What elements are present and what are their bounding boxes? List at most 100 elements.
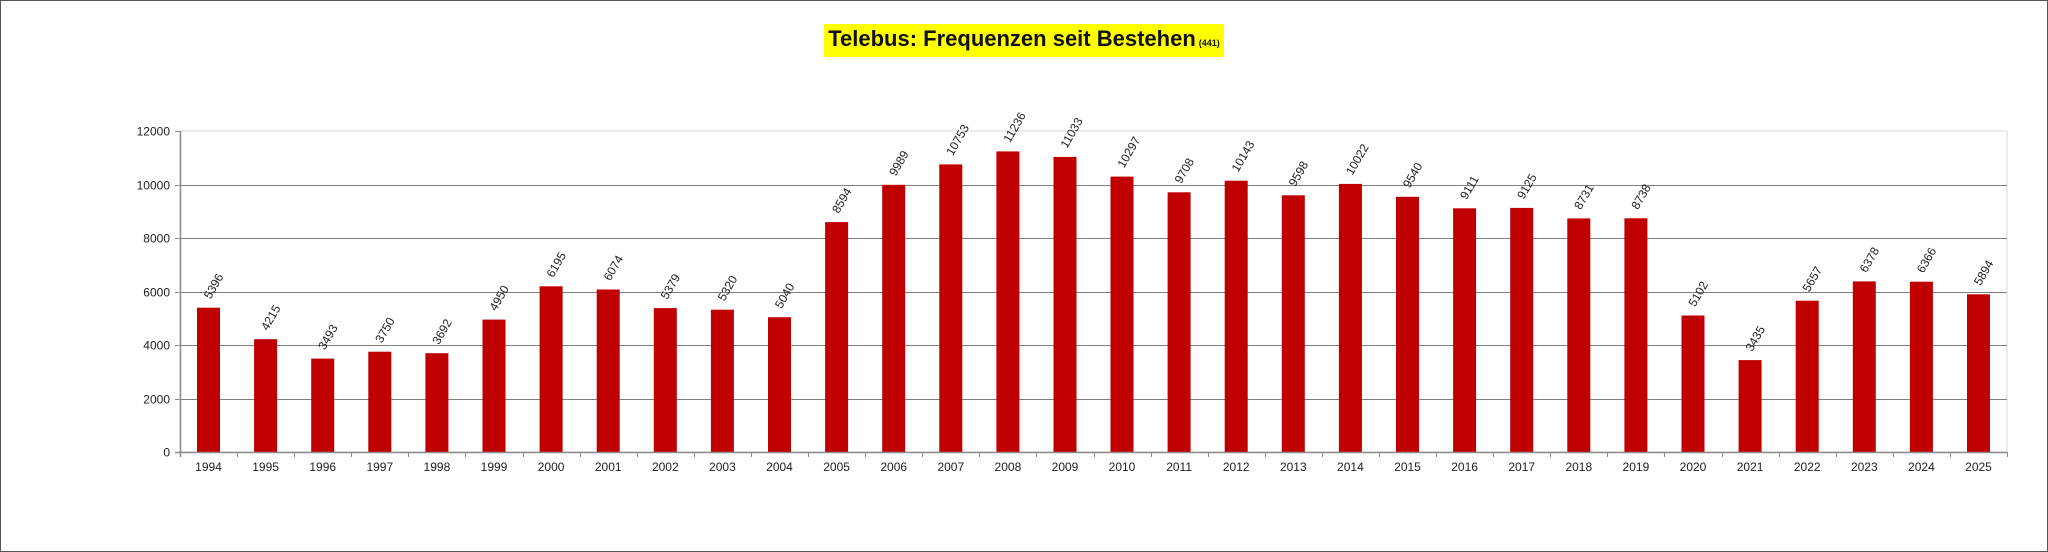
x-tick-label: 1996 [309,460,336,474]
bar-1994 [197,307,220,452]
data-label: 5040 [772,280,798,310]
data-label: 5320 [715,273,741,303]
data-label: 11236 [1000,109,1029,144]
plot-area-border [179,130,2008,453]
data-label: 8594 [829,185,855,215]
bar-2009 [1053,156,1077,452]
x-tick-label: 2008 [995,460,1022,474]
data-label: 5894 [1971,257,1997,287]
x-tick-label: 2013 [1280,460,1307,474]
x-tick-label: 2023 [1851,460,1878,474]
bar-1996 [311,358,335,452]
bar-2005 [825,222,849,452]
data-label: 10753 [943,122,972,158]
data-label: 10297 [1114,134,1143,170]
x-tick-label: 2007 [937,460,964,474]
x-tick-label: 2024 [1908,460,1935,474]
data-label: 4215 [258,302,284,332]
y-tick-label: 6000 [143,286,170,300]
bar-2023 [1852,281,1876,452]
x-tick-label: 2015 [1394,460,1421,474]
bar-2012 [1224,180,1248,452]
bar-2004 [768,317,791,452]
y-tick-label: 8000 [143,232,170,246]
bar-2024 [1909,281,1933,452]
bar-2006 [882,184,906,453]
bar-2008 [996,151,1020,452]
x-tick-label: 2019 [1623,460,1650,474]
x-tick-label: 2002 [652,460,679,474]
x-tick-label: 2021 [1737,460,1764,474]
bar-2019 [1624,218,1648,452]
bar-2002 [653,308,677,452]
x-tick-label: 1995 [252,460,279,474]
chart-title-wrap: Telebus: Frequenzen seit Bestehen (441) [0,24,2048,57]
bar-2007 [939,164,963,452]
data-label: 3750 [372,315,398,345]
data-label: 9989 [886,148,912,178]
bar-2018 [1567,218,1591,452]
data-label: 11033 [1057,115,1086,150]
x-axis-tick-labels: 1994 1995 1996 1997 1998 1999 2000 2001 2002 2003… [195,460,1992,474]
bar-2013 [1281,195,1305,453]
x-tick-label: 2022 [1794,460,1821,474]
bar-2022 [1795,300,1819,452]
bar-2003 [710,309,734,452]
data-label: 10143 [1229,138,1258,174]
y-axis-tick-labels: 0 2000 4000 6000 8000 10000 12000 [137,125,171,460]
x-tick-label: 2025 [1965,460,1992,474]
x-tick-label: 2004 [766,460,793,474]
x-tick-label: 1999 [481,460,508,474]
data-label: 5102 [1685,279,1711,309]
x-tick-label: 2009 [1052,460,1079,474]
data-label: 5657 [1800,264,1826,294]
y-tick-label: 10000 [137,179,171,193]
bar-1997 [368,351,392,452]
bar-1999 [482,319,506,452]
x-tick-label: 2011 [1166,460,1192,474]
gridlines [175,131,2007,453]
chart-title-main: Telebus: Frequenzen seit Bestehen [828,26,1196,51]
x-tick-label: 1994 [195,460,222,474]
data-label: 6195 [544,249,570,279]
x-tick-label: 2014 [1337,460,1364,474]
bar-2025 [1967,294,1990,452]
x-tick-label: 2018 [1565,460,1592,474]
x-tick-label: 2016 [1451,460,1478,474]
bar-2015 [1396,196,1419,452]
bar-series [197,151,1990,453]
data-label: 3435 [1743,323,1769,353]
y-tick-label: 4000 [143,339,170,353]
x-tick-label: 2010 [1109,460,1136,474]
bar-2021 [1738,360,1762,452]
data-label: 4950 [486,283,512,313]
bar-2020 [1681,315,1705,452]
data-label: 3692 [429,316,455,346]
bar-2010 [1110,176,1134,452]
data-labels: 5396 4215 3493 3750 3692 4950 6195 6074 5379 5320… [201,109,1997,353]
bar-1995 [254,339,278,452]
bar-2000 [539,286,563,452]
x-tick-label: 2005 [823,460,850,474]
x-tick-label: 2006 [880,460,907,474]
bar-2017 [1510,207,1534,452]
data-label: 3493 [315,322,341,352]
y-tick-label: 12000 [137,125,171,139]
x-tick-label: 2000 [538,460,565,474]
bar-2014 [1338,183,1362,452]
data-label: 9598 [1286,158,1312,188]
data-label: 8731 [1571,181,1597,211]
chart-title: Telebus: Frequenzen seit Bestehen (441) [824,24,1224,57]
bar-2001 [596,289,620,452]
x-tick-label: 2003 [709,460,736,474]
data-label: 6366 [1914,245,1940,275]
data-label: 9708 [1172,155,1198,185]
data-label: 6074 [601,253,627,283]
data-label: 9111 [1457,173,1482,202]
y-tick-label: 2000 [143,393,170,407]
bar-2011 [1167,192,1191,453]
data-label: 5396 [201,271,227,301]
data-label: 10022 [1343,141,1372,177]
